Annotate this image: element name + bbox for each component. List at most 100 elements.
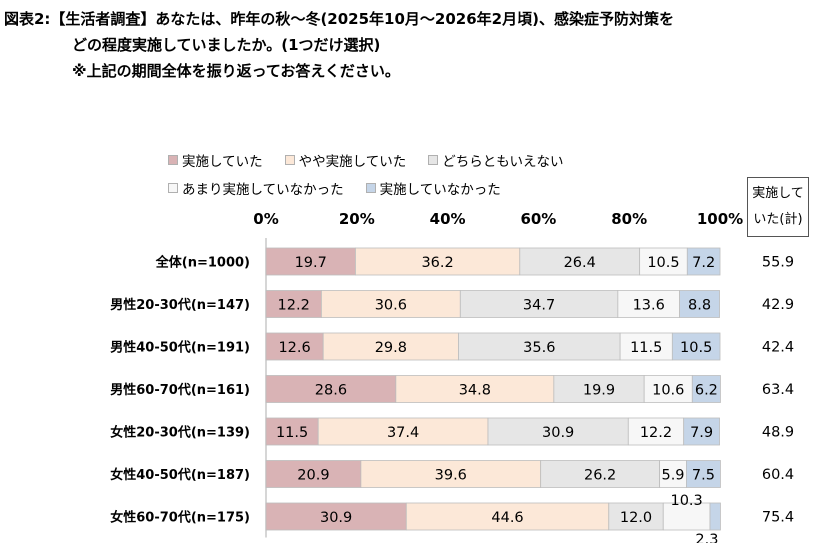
total-label-0: 55.9 xyxy=(762,255,794,271)
data-label-4-0: 11.5 xyxy=(276,425,308,441)
x-tick-label-1: 20% xyxy=(339,210,375,228)
legend-swatch-4 xyxy=(365,183,376,193)
bar-1-4 xyxy=(679,290,720,318)
bar-4-3 xyxy=(627,417,685,446)
total-label-2: 42.4 xyxy=(762,340,794,356)
legend-swatch-3 xyxy=(168,183,178,193)
legend-row-2: あまり実施していなかった 実施していなかった xyxy=(168,174,585,202)
totals-header-line-1: 実施して xyxy=(752,186,804,201)
data-label-6-2: 12.0 xyxy=(620,510,652,526)
bar-2-3 xyxy=(619,332,673,361)
data-label-4-3: 12.2 xyxy=(640,425,672,441)
bar-0-1 xyxy=(355,247,521,276)
x-tick-label-0: 0% xyxy=(253,210,278,228)
bar-5-4 xyxy=(686,460,721,488)
category-label-5: 女性40-50代(n=187) xyxy=(110,467,250,483)
data-label-2-1: 29.8 xyxy=(375,340,407,356)
bar-0-4 xyxy=(686,247,721,276)
bar-2-0 xyxy=(265,332,324,361)
bar-3-1 xyxy=(395,375,555,403)
legend-label-4: 実施していなかった xyxy=(379,182,501,198)
data-label-0-0: 19.7 xyxy=(295,255,327,271)
title-line-2: どの程度実施していましたか。(1つだけ選択) xyxy=(72,36,381,54)
legend-label-0: 実施していた xyxy=(182,154,263,170)
x-tick-label-2: 40% xyxy=(430,210,466,228)
totals-header-line-2: いた(計) xyxy=(753,212,803,227)
data-label-0-3: 10.5 xyxy=(647,255,679,271)
bar-2-2 xyxy=(458,332,621,361)
bar-4-1 xyxy=(317,417,489,446)
x-tick-label-4: 80% xyxy=(611,210,647,228)
bar-6-3 xyxy=(662,502,711,531)
bar-0-3 xyxy=(639,247,688,276)
data-label-3-4: 6.2 xyxy=(695,383,718,399)
legend-swatch-0 xyxy=(168,155,178,165)
bar-2-1 xyxy=(322,332,459,361)
bar-3-4 xyxy=(691,375,721,403)
bar-6-4 xyxy=(709,502,721,531)
legend-item-0: 実施していた xyxy=(168,150,263,170)
data-label-3-2: 19.9 xyxy=(583,383,615,399)
chart-legend: 実施していた やや実施していた どちらともいえない あまり実施していなかった 実… xyxy=(168,146,585,202)
bar-1-3 xyxy=(617,290,680,318)
data-label-2-0: 12.6 xyxy=(278,340,310,356)
bar-1-0 xyxy=(265,290,322,318)
legend-swatch-1 xyxy=(284,155,295,165)
data-label-3-3: 10.6 xyxy=(652,383,684,399)
bar-2-4 xyxy=(671,332,721,361)
data-label-1-2: 34.7 xyxy=(523,298,555,314)
bar-4-0 xyxy=(265,417,319,446)
bar-3-0 xyxy=(265,375,397,403)
data-label-2-4: 10.5 xyxy=(680,340,712,356)
legend-item-2: どちらともいえない xyxy=(428,150,563,170)
data-label-5-0: 20.9 xyxy=(297,468,329,484)
category-label-3: 男性60-70代(n=161) xyxy=(110,382,250,398)
category-label-0: 全体(n=1000) xyxy=(155,255,250,271)
legend-item-4: 実施していなかった xyxy=(365,178,501,198)
bar-0-0 xyxy=(265,247,356,276)
data-label-6-0: 30.9 xyxy=(320,510,352,526)
x-tick-label-3: 60% xyxy=(520,210,556,228)
category-label-6: 女性60-70代(n=175) xyxy=(110,510,250,526)
data-label-0-1: 36.2 xyxy=(421,255,453,271)
chart-title: 図表2:【生活者調査】あなたは、昨年の秋～冬(2025年10月～2026年2月頃… xyxy=(4,6,836,84)
total-label-6: 75.4 xyxy=(762,510,794,526)
data-label-5-2: 26.2 xyxy=(584,468,616,484)
data-label-2-2: 35.6 xyxy=(523,340,555,356)
totals-header: 実施して いた(計) xyxy=(747,177,809,237)
bar-6-2 xyxy=(608,502,664,531)
legend-label-1: やや実施していた xyxy=(298,154,407,170)
total-label-5: 60.4 xyxy=(762,467,794,483)
legend-item-3: あまり実施していなかった xyxy=(168,178,344,198)
legend-swatch-2 xyxy=(428,155,439,165)
data-label-4-2: 30.9 xyxy=(542,425,574,441)
legend-label-3: あまり実施していなかった xyxy=(182,182,344,198)
bar-4-2 xyxy=(487,417,629,446)
data-label-6-3: 10.3 xyxy=(670,493,702,509)
data-label-5-4: 7.5 xyxy=(692,468,715,484)
category-label-1: 男性20-30代(n=147) xyxy=(110,297,250,313)
data-label-3-0: 28.6 xyxy=(315,383,347,399)
total-label-3: 63.4 xyxy=(762,382,794,398)
category-label-2: 男性40-50代(n=191) xyxy=(110,340,250,356)
legend-item-1: やや実施していた xyxy=(284,150,407,170)
data-label-4-1: 37.4 xyxy=(387,425,419,441)
data-label-2-3: 11.5 xyxy=(630,340,662,356)
bar-4-4 xyxy=(683,417,720,446)
data-label-5-1: 39.6 xyxy=(435,468,467,484)
x-tick-label-5: 100% xyxy=(697,210,743,228)
bar-0-2 xyxy=(519,247,641,276)
title-line-3: ※上記の期間全体を振り返ってお答えください。 xyxy=(72,62,400,80)
data-label-1-1: 30.6 xyxy=(375,298,407,314)
title-line-1: 図表2:【生活者調査】あなたは、昨年の秋～冬(2025年10月～2026年2月頃… xyxy=(4,10,674,28)
bar-5-0 xyxy=(265,460,362,488)
legend-label-2: どちらともいえない xyxy=(442,154,564,170)
data-label-4-4: 7.9 xyxy=(690,425,713,441)
data-label-6-1: 44.6 xyxy=(491,510,523,526)
total-label-4: 48.9 xyxy=(762,425,794,441)
legend-row-1: 実施していた やや実施していた どちらともいえない xyxy=(168,146,585,174)
data-label-0-2: 26.4 xyxy=(564,255,596,271)
data-label-1-3: 13.6 xyxy=(633,298,665,314)
bar-1-2 xyxy=(459,290,619,318)
data-label-6-4: 2.3 xyxy=(695,532,718,543)
